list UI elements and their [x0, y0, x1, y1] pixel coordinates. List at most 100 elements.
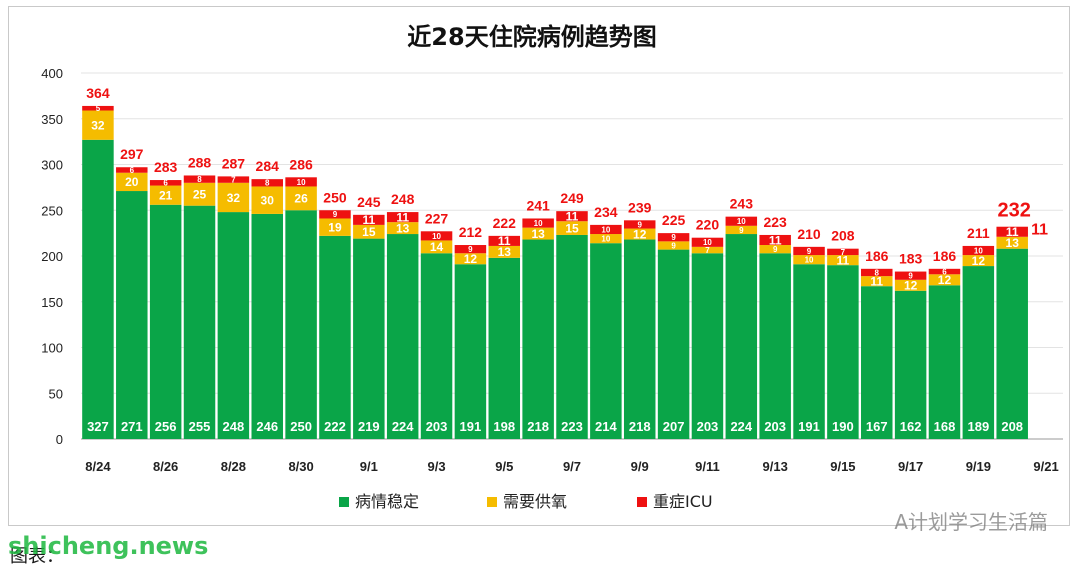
legend-swatch	[637, 497, 647, 507]
segment-value-label: 12	[633, 227, 647, 241]
segment-value-label: 10	[601, 225, 610, 234]
segment-value-label: 327	[87, 419, 109, 434]
segment-value-label: 224	[392, 419, 414, 434]
bar-segment-oxygen	[82, 110, 114, 140]
y-tick-label: 300	[41, 158, 63, 173]
segment-value-label: 191	[798, 419, 820, 434]
segment-value-label: 13	[498, 245, 512, 259]
bar-segment-stable	[894, 290, 927, 439]
bar-segment-icu	[590, 224, 622, 235]
bar-segment-oxygen	[183, 182, 216, 206]
bar-segment-icu	[420, 231, 453, 241]
segment-value-label: 207	[663, 419, 685, 434]
legend-swatch	[339, 497, 349, 507]
segment-value-label: 21	[159, 188, 173, 202]
segment-value-label: 10	[432, 232, 441, 241]
bar-segment-icu	[522, 218, 554, 228]
bar-total-label: 286	[289, 156, 313, 172]
bar-segment-oxygen	[623, 228, 656, 240]
bar-segment-stable	[319, 235, 351, 439]
segment-value-label: 8	[265, 179, 270, 188]
bar-segment-icu	[488, 235, 521, 246]
bar-total-label: 283	[154, 159, 178, 175]
segment-value-label: 5	[96, 104, 101, 113]
y-tick-label: 350	[41, 112, 63, 127]
bar-segment-stable	[488, 257, 521, 439]
bar-segment-oxygen	[928, 274, 961, 286]
segment-value-label: 7	[841, 248, 846, 257]
bar-total-label: 212	[459, 224, 483, 240]
bar-segment-stable	[725, 234, 758, 439]
bar-segment-oxygen	[353, 224, 385, 239]
bar-segment-oxygen	[996, 236, 1028, 249]
bar-total-label: 297	[120, 146, 144, 162]
segment-value-label: 10	[601, 234, 610, 243]
x-tick-label: 9/9	[631, 459, 649, 474]
segment-value-label: 167	[866, 419, 888, 434]
segment-value-label: 13	[396, 221, 410, 235]
segment-value-label: 25	[193, 188, 207, 202]
bar-total-label: 232	[998, 200, 1031, 222]
x-tick-label: 9/17	[898, 459, 923, 474]
bar-total-label: 248	[391, 191, 415, 207]
segment-value-label: 248	[223, 419, 245, 434]
segment-value-label: 9	[671, 233, 676, 242]
bar-segment-stable	[861, 286, 893, 439]
legend-label: 需要供氧	[503, 492, 567, 511]
bar-segment-stable	[217, 212, 250, 439]
x-tick-label: 8/30	[288, 459, 313, 474]
bar-segment-stable	[962, 266, 995, 439]
bar-total-label: 287	[222, 155, 246, 171]
bar-total-label: 288	[188, 154, 212, 170]
bar-segment-icu	[861, 268, 893, 277]
x-tick-label: 8/24	[85, 459, 111, 474]
segment-value-label: 208	[1001, 419, 1023, 434]
bar-segment-icu	[894, 271, 927, 280]
segment-value-label: 12	[938, 273, 952, 287]
bar-segment-icu	[725, 216, 758, 226]
bar-segment-icu	[793, 246, 825, 256]
bar-total-label: 220	[696, 217, 720, 233]
segment-value-label: 20	[125, 175, 139, 189]
segment-value-label: 13	[1006, 236, 1020, 250]
bar-segment-stable	[82, 139, 114, 440]
bar-segment-oxygen	[793, 255, 825, 265]
segment-value-label: 14	[430, 240, 444, 254]
segment-value-label: 9	[739, 226, 744, 235]
segment-value-label: 9	[637, 220, 642, 229]
segment-value-label: 250	[290, 419, 312, 434]
segment-value-label: 13	[531, 227, 545, 241]
bar-total-label: 186	[933, 248, 957, 264]
x-tick-label: 8/28	[221, 459, 246, 474]
bar-segment-icu	[82, 105, 114, 111]
bar-segment-stable	[285, 210, 317, 439]
bar-total-label: 364	[86, 85, 110, 101]
bar-total-label: 241	[526, 197, 550, 213]
segment-value-label: 256	[155, 419, 177, 434]
bar-segment-oxygen	[386, 222, 419, 235]
segment-value-label: 218	[527, 419, 549, 434]
bar-segment-stable	[386, 234, 419, 439]
segment-value-label: 12	[972, 254, 986, 268]
x-tick-label: 8/26	[153, 459, 178, 474]
x-tick-label: 9/21	[1033, 459, 1058, 474]
segment-value-label: 10	[297, 178, 306, 187]
bar-total-label: 249	[560, 190, 584, 206]
bar-segment-icu	[116, 167, 148, 173]
segment-value-label: 11	[837, 253, 850, 267]
segment-value-label: 246	[256, 419, 278, 434]
segment-value-label: 224	[730, 419, 752, 434]
bar-segment-stable	[454, 264, 487, 439]
bar-segment-icu	[149, 180, 182, 186]
bar-segment-stable	[657, 249, 690, 439]
bar-total-label: 245	[357, 194, 381, 210]
x-tick-label: 9/1	[360, 459, 378, 474]
bar-segment-stable	[556, 234, 588, 439]
bar-segment-stable	[691, 253, 724, 439]
bar-segment-stable	[420, 253, 453, 439]
segment-value-label: 9	[468, 245, 473, 254]
bar-segment-oxygen	[556, 221, 588, 235]
bar-segment-icu	[454, 245, 487, 254]
segment-value-label: 11	[396, 210, 409, 224]
bar-total-label: 186	[865, 248, 889, 264]
